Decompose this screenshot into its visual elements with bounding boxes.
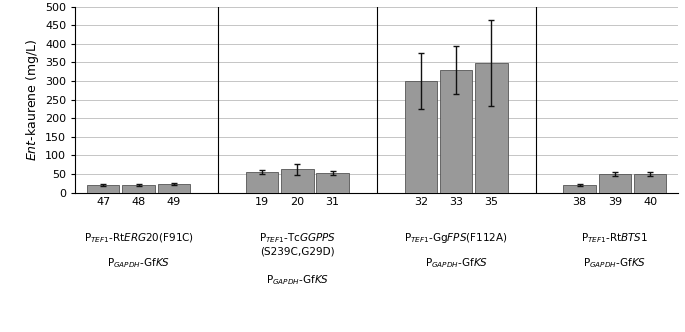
Text: P$_{\mathit{GAPDH}}$-Gf$\mathit{KS}$: P$_{\mathit{GAPDH}}$-Gf$\mathit{KS}$ (266, 273, 329, 287)
Bar (440, 70, 473, 193)
Bar (281, 169, 314, 193)
Bar (475, 63, 508, 193)
Text: P$_{\mathit{TEF1}}$-Rt$\mathit{ERG20}$(F91C): P$_{\mathit{TEF1}}$-Rt$\mathit{ERG20}$(F… (84, 231, 194, 245)
Text: P$_{\mathit{GAPDH}}$-Gf$\mathit{KS}$: P$_{\mathit{GAPDH}}$-Gf$\mathit{KS}$ (425, 256, 488, 270)
Text: P$_{\mathit{TEF1}}$-Gg$\mathit{FPS}$(F112A): P$_{\mathit{TEF1}}$-Gg$\mathit{FPS}$(F11… (404, 231, 508, 245)
Text: P$_{\mathit{TEF1}}$-Rt$\mathit{BTS1}$: P$_{\mathit{TEF1}}$-Rt$\mathit{BTS1}$ (582, 231, 649, 245)
Bar (316, 173, 349, 193)
Bar (564, 185, 596, 193)
Bar (246, 172, 278, 193)
Text: P$_{\mathit{GAPDH}}$-Gf$\mathit{KS}$: P$_{\mathit{GAPDH}}$-Gf$\mathit{KS}$ (584, 256, 647, 270)
Bar (123, 185, 155, 193)
Bar (87, 185, 119, 193)
Bar (405, 81, 437, 193)
Text: P$_{\mathit{GAPDH}}$-Gf$\mathit{KS}$: P$_{\mathit{GAPDH}}$-Gf$\mathit{KS}$ (107, 256, 170, 270)
Bar (158, 184, 190, 193)
Bar (599, 174, 631, 193)
Y-axis label: $\it{Ent}$-kaurene (mg/L): $\it{Ent}$-kaurene (mg/L) (24, 39, 41, 161)
Text: P$_{\mathit{TEF1}}$-Tc$\mathit{GGPPS}$
(S239C,G29D): P$_{\mathit{TEF1}}$-Tc$\mathit{GGPPS}$ (… (259, 231, 336, 257)
Bar (634, 174, 667, 193)
